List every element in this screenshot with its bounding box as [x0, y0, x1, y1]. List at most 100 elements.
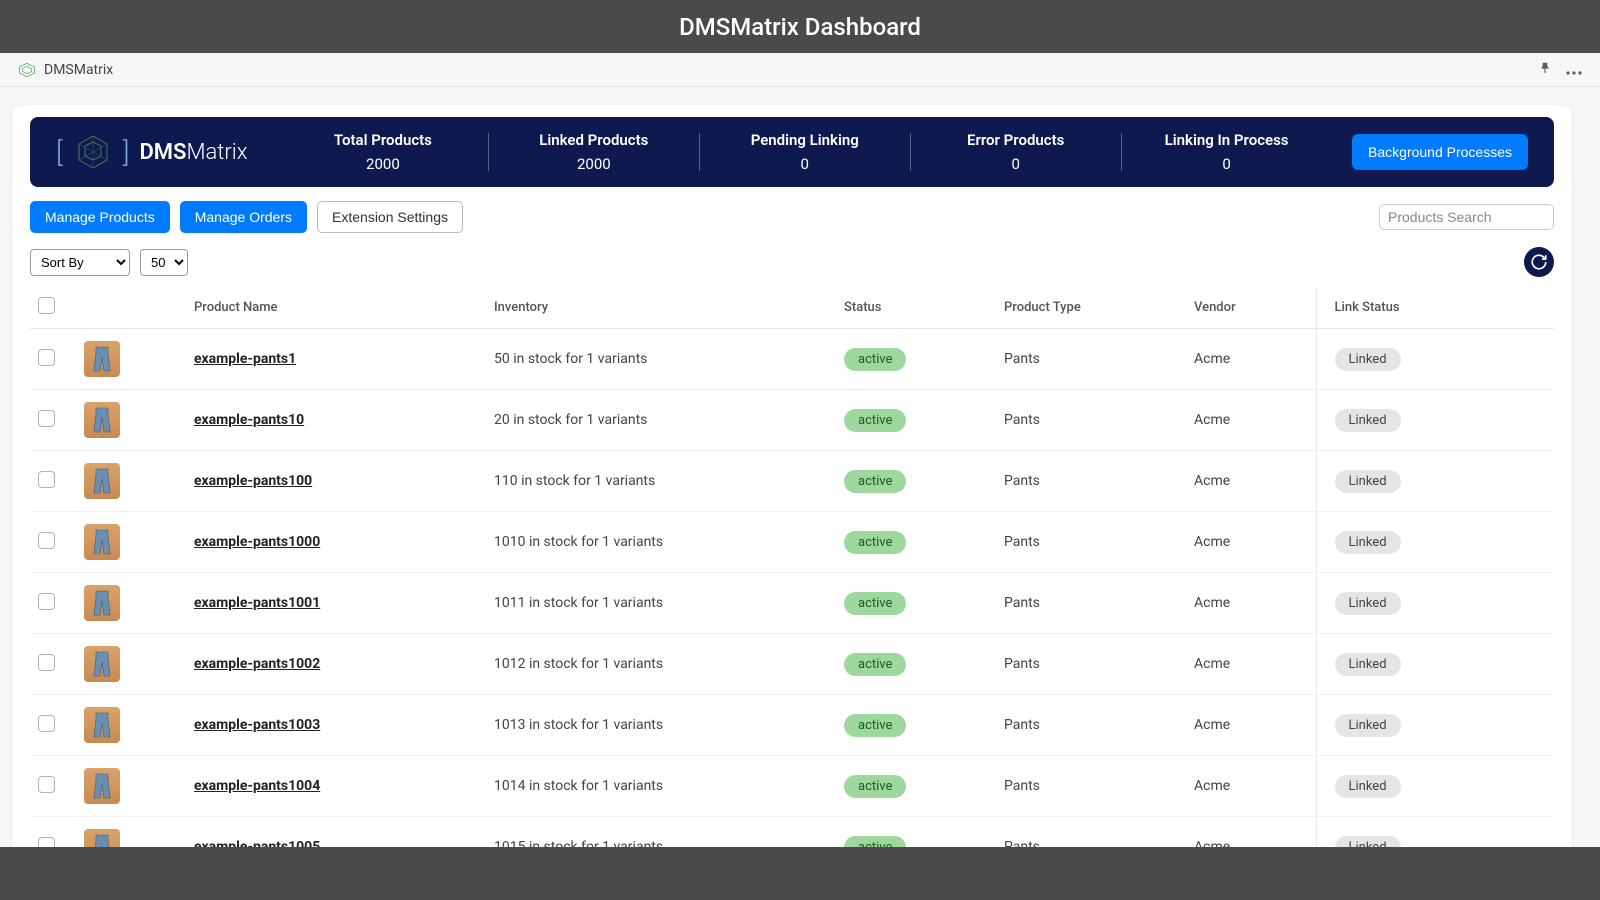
table-row: example-pants10 20 in stock for 1 variant… — [30, 390, 1554, 451]
table-row: example-pants1003 1013 in stock for 1 var… — [30, 695, 1554, 756]
stat-cell: Linking In Process0 — [1121, 127, 1332, 177]
sort-by-select[interactable]: Sort By — [30, 249, 130, 276]
row-checkbox[interactable] — [38, 715, 55, 732]
refresh-icon — [1530, 253, 1548, 271]
cell-vendor: Acme — [1186, 634, 1316, 695]
select-all-checkbox[interactable] — [38, 297, 55, 314]
footer-bar — [0, 847, 1600, 900]
product-name-link[interactable]: example-pants1 — [194, 351, 296, 367]
status-badge: active — [844, 592, 906, 615]
cell-vendor: Acme — [1186, 512, 1316, 573]
table-row: example-pants10011011 in stock for 1 var… — [30, 573, 1554, 634]
cell-type: Pants — [996, 756, 1186, 817]
app-chrome: DMSMatrix — [0, 53, 1600, 87]
row-checkbox[interactable] — [38, 349, 55, 366]
row-checkbox[interactable] — [38, 410, 55, 427]
link-status-badge: Linked — [1335, 775, 1401, 798]
link-status-badge: Linked — [1335, 348, 1401, 371]
product-name-link[interactable]: example-pants1001 — [194, 595, 320, 611]
stat-value: 0 — [910, 155, 1121, 173]
link-status-badge: Linked — [1335, 470, 1401, 493]
row-checkbox[interactable] — [38, 654, 55, 671]
stat-cell: Linked Products2000 — [488, 127, 699, 177]
pin-icon[interactable] — [1538, 60, 1552, 79]
product-thumbnail[interactable] — [84, 341, 120, 377]
brand-logo: [ ] DMSMatrix — [56, 132, 277, 172]
app-name: DMSMatrix — [44, 62, 113, 78]
refresh-button[interactable] — [1524, 247, 1554, 277]
row-checkbox[interactable] — [38, 776, 55, 793]
brand-post: Matrix — [186, 140, 247, 165]
col-header-link: Link Status — [1316, 287, 1554, 329]
status-badge: active — [844, 348, 906, 371]
product-thumbnail[interactable] — [84, 768, 120, 804]
per-page-select[interactable]: 50 — [140, 249, 188, 276]
products-table: Product Name Inventory Status Product Ty… — [30, 287, 1554, 847]
row-checkbox[interactable] — [38, 471, 55, 488]
status-badge: active — [844, 409, 906, 432]
cell-type: Pants — [996, 451, 1186, 512]
cell-type: Pants — [996, 573, 1186, 634]
search-box[interactable] — [1379, 204, 1554, 230]
row-checkbox[interactable] — [38, 837, 55, 848]
stat-label: Error Products — [910, 131, 1121, 149]
manage-orders-button[interactable]: Manage Orders — [180, 201, 307, 233]
link-status-badge: Linked — [1335, 714, 1401, 737]
cell-inventory: 20 in stock for 1 variants — [486, 390, 836, 451]
table-row: example-pants100 110 in stock for 1 varia… — [30, 451, 1554, 512]
more-icon[interactable] — [1566, 60, 1582, 79]
product-thumbnail[interactable] — [84, 463, 120, 499]
col-header-name: Product Name — [186, 287, 486, 329]
link-status-badge: Linked — [1335, 531, 1401, 554]
product-thumbnail[interactable] — [84, 829, 120, 847]
stat-cell: Error Products 0 — [910, 127, 1121, 177]
product-name-link[interactable]: example-pants100 — [194, 473, 312, 489]
cell-inventory: 110 in stock for 1 variants — [486, 451, 836, 512]
cell-vendor: Acme — [1186, 817, 1316, 848]
sort-row: Sort By 50 — [30, 247, 1554, 277]
product-name-link[interactable]: example-pants1000 — [194, 534, 320, 550]
status-badge: active — [844, 470, 906, 493]
product-thumbnail[interactable] — [84, 402, 120, 438]
search-input[interactable] — [1388, 209, 1569, 225]
product-name-link[interactable]: example-pants1005 — [194, 839, 320, 847]
cell-type: Pants — [996, 390, 1186, 451]
page-title: DMSMatrix Dashboard — [0, 0, 1600, 53]
status-badge: active — [844, 775, 906, 798]
cell-inventory: 1015 in stock for 1 variants — [486, 817, 836, 848]
product-name-link[interactable]: example-pants10 — [194, 412, 304, 428]
cell-type: Pants — [996, 329, 1186, 390]
product-thumbnail[interactable] — [84, 585, 120, 621]
cell-inventory: 1010 in stock for 1 variants — [486, 512, 836, 573]
stats-banner: [ ] DMSMatrix Total Products2000Linked P… — [30, 117, 1554, 187]
col-header-status: Status — [836, 287, 996, 329]
stat-label: Linking In Process — [1121, 131, 1332, 149]
link-status-badge: Linked — [1335, 592, 1401, 615]
manage-products-button[interactable]: Manage Products — [30, 201, 170, 233]
app-logo-icon — [18, 62, 36, 78]
row-checkbox[interactable] — [38, 532, 55, 549]
product-name-link[interactable]: example-pants1002 — [194, 656, 320, 672]
status-badge: active — [844, 531, 906, 554]
product-thumbnail[interactable] — [84, 646, 120, 682]
cell-vendor: Acme — [1186, 695, 1316, 756]
status-badge: active — [844, 714, 906, 737]
main-card: [ ] DMSMatrix Total Products2000Linked P… — [12, 105, 1572, 847]
cell-inventory: 1014 in stock for 1 variants — [486, 756, 836, 817]
product-name-link[interactable]: example-pants1003 — [194, 717, 320, 733]
cell-inventory: 1012 in stock for 1 variants — [486, 634, 836, 695]
row-checkbox[interactable] — [38, 593, 55, 610]
status-badge: active — [844, 653, 906, 676]
cell-inventory: 1013 in stock for 1 variants — [486, 695, 836, 756]
extension-settings-button[interactable]: Extension Settings — [317, 201, 463, 233]
product-thumbnail[interactable] — [84, 707, 120, 743]
table-row: example-pants150 in stock for 1 variants… — [30, 329, 1554, 390]
cell-type: Pants — [996, 512, 1186, 573]
col-header-vendor: Vendor — [1186, 287, 1316, 329]
brand-pre: DMS — [139, 140, 186, 165]
product-thumbnail[interactable] — [84, 524, 120, 560]
stat-cell: Pending Linking0 — [699, 127, 910, 177]
product-name-link[interactable]: example-pants1004 — [194, 778, 320, 794]
background-processes-button[interactable]: Background Processes — [1352, 134, 1528, 170]
cell-vendor: Acme — [1186, 329, 1316, 390]
